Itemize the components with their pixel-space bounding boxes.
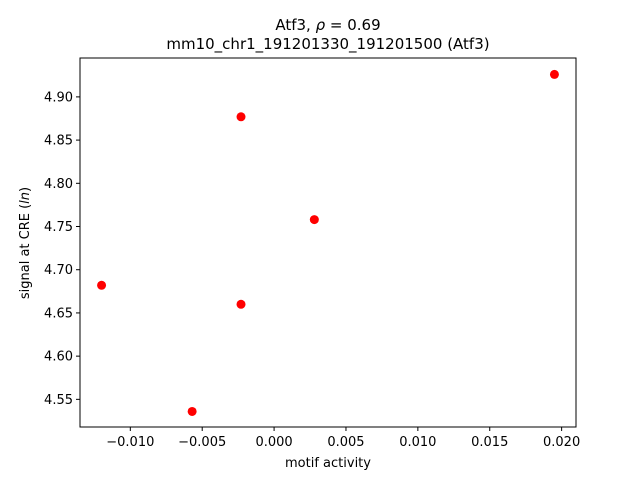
data-point — [97, 280, 107, 290]
plot-area — [79, 57, 577, 428]
x-tick-label: 0.020 — [543, 435, 580, 450]
y-tick-label: 4.90 — [44, 90, 73, 105]
y-tick-label: 4.85 — [44, 134, 73, 149]
x-axis-ticks: −0.010 −0.005 0.000 0.005 0.010 0.015 0.020 — [106, 427, 580, 450]
data-point — [187, 406, 197, 416]
data-point — [309, 215, 319, 225]
y-axis-label: signal at CRE (ln) — [18, 187, 33, 299]
x-tick-label: 0.015 — [471, 435, 508, 450]
x-tick-label: 0.000 — [255, 435, 292, 450]
y-tick-label: 4.60 — [44, 350, 73, 365]
x-tick-label: 0.005 — [327, 435, 364, 450]
x-tick-label: 0.010 — [399, 435, 436, 450]
x-tick-label: −0.010 — [106, 435, 154, 450]
x-axis-label: motif activity — [285, 456, 371, 471]
data-point — [236, 112, 246, 122]
x-tick-label: −0.005 — [178, 435, 226, 450]
y-tick-label: 4.80 — [44, 177, 73, 192]
chart-title: Atf3, ρ = 0.69 — [275, 16, 380, 34]
y-tick-label: 4.70 — [44, 263, 73, 278]
data-point — [236, 299, 246, 309]
data-point — [549, 69, 559, 79]
data-points — [97, 69, 559, 416]
chart-subtitle: mm10_chr1_191201330_191201500 (Atf3) — [166, 35, 489, 54]
y-tick-label: 4.75 — [44, 220, 73, 235]
y-tick-label: 4.55 — [44, 393, 73, 408]
y-axis-ticks: 4.55 4.60 4.65 4.70 4.75 4.80 4.85 4.90 — [44, 90, 80, 408]
y-tick-label: 4.65 — [44, 306, 73, 321]
